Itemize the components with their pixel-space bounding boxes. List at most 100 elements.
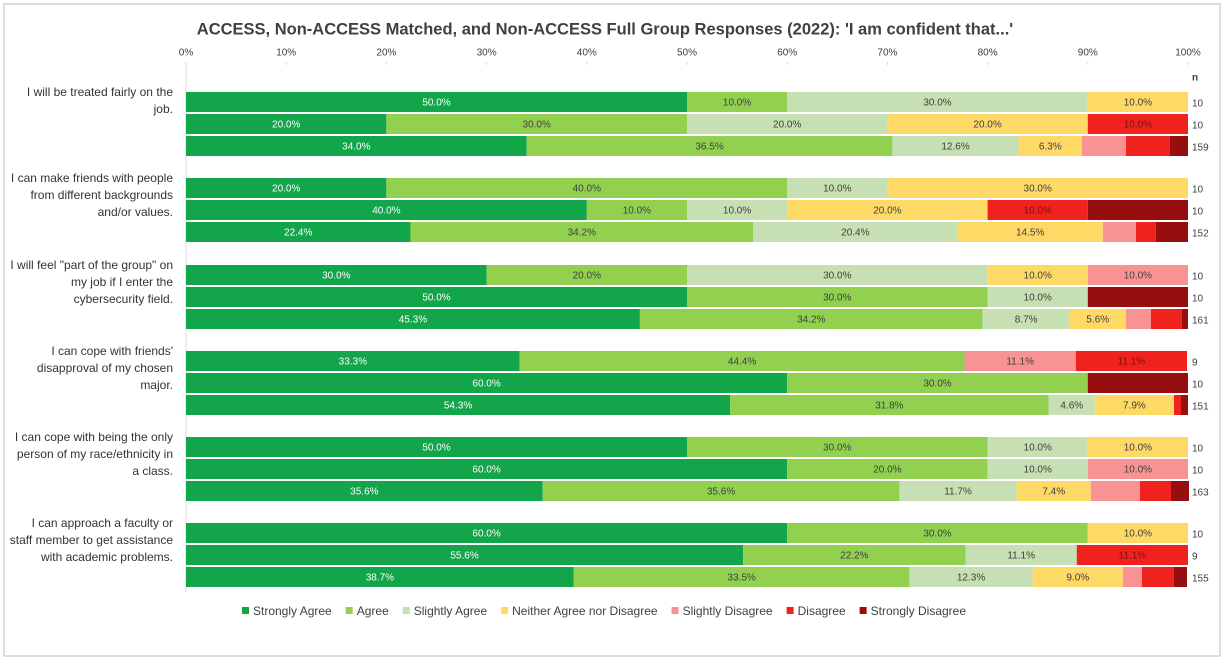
x-tick-label: 30% — [477, 48, 497, 59]
bar-segment — [1087, 200, 1188, 220]
data-label: 8.7% — [1015, 315, 1038, 326]
x-tick-label: 90% — [1078, 48, 1098, 59]
chart-title: ACCESS, Non-ACCESS Matched, and Non-ACCE… — [197, 20, 1014, 38]
n-label: 10 — [1192, 380, 1204, 391]
data-label: 14.5% — [1016, 228, 1044, 239]
data-label: 6.3% — [1039, 142, 1062, 153]
bar-segment — [909, 567, 1033, 587]
bar-segment — [1076, 545, 1188, 565]
bar-segment — [1087, 287, 1188, 307]
data-label: 55.6% — [450, 551, 478, 562]
bar-segment — [1087, 114, 1188, 134]
legend-label: Neither Agree nor Disagree — [512, 604, 658, 618]
bar-segment — [687, 265, 988, 285]
legend-swatch — [242, 607, 249, 614]
n-label: 163 — [1192, 488, 1209, 499]
category-label: I will be treated fairly on the job. — [26, 85, 173, 116]
data-label: 20.0% — [773, 120, 801, 131]
data-label: 10.0% — [1124, 98, 1152, 109]
bar-segment — [186, 351, 520, 371]
x-tick-label: 100% — [1175, 48, 1201, 59]
data-label: 30.0% — [322, 271, 350, 282]
bar-segment — [186, 265, 487, 285]
bar-segment — [410, 222, 754, 242]
data-label: 20.0% — [973, 120, 1001, 131]
data-label: 22.2% — [840, 551, 868, 562]
data-label: 10.0% — [1024, 465, 1052, 476]
bar-segment — [687, 92, 788, 112]
category-label: I can cope with being the only person of… — [14, 430, 173, 478]
data-label: 4.6% — [1060, 401, 1083, 412]
data-label: 22.4% — [284, 228, 312, 239]
n-label: 10 — [1192, 207, 1204, 218]
bar-segment — [586, 200, 687, 220]
bar-segment — [186, 567, 574, 587]
bar-segment — [957, 222, 1103, 242]
bar-segment — [899, 481, 1017, 501]
n-header: n — [1192, 73, 1198, 84]
legend-swatch — [859, 607, 867, 614]
data-label: 10.0% — [1024, 293, 1052, 304]
data-label: 31.8% — [875, 401, 903, 412]
bar-segment — [1032, 567, 1123, 587]
bar-segment — [1155, 222, 1188, 242]
data-label: 30.0% — [823, 293, 851, 304]
bar-segment — [987, 287, 1088, 307]
bar-segment — [887, 114, 1088, 134]
bar-segment — [687, 437, 988, 457]
bar-segment — [542, 481, 900, 501]
x-tick-label: 20% — [376, 48, 396, 59]
bar-segment — [1141, 567, 1174, 587]
data-label: 50.0% — [422, 443, 450, 454]
legend-label: Strongly Agree — [253, 604, 332, 618]
bar-segment — [186, 222, 411, 242]
data-label: 10.0% — [623, 206, 651, 217]
data-label: 11.1% — [1007, 551, 1035, 562]
n-label: 155 — [1192, 574, 1209, 585]
data-label: 30.0% — [923, 98, 951, 109]
bar-segment — [1173, 567, 1187, 587]
data-label: 30.0% — [523, 120, 551, 131]
legend-label: Slightly Disagree — [683, 604, 773, 618]
data-label: 40.0% — [573, 184, 601, 195]
data-label: 10.0% — [723, 98, 751, 109]
data-label: 11.1% — [1006, 357, 1034, 368]
bar-segment — [1018, 136, 1082, 156]
bar-segment — [1139, 481, 1171, 501]
bar-segment — [987, 200, 1088, 220]
n-label: 152 — [1192, 229, 1209, 240]
x-tick-label: 10% — [276, 48, 296, 59]
legend-label: Slightly Agree — [414, 604, 488, 618]
n-label: 151 — [1192, 402, 1209, 413]
data-label: 60.0% — [472, 529, 500, 540]
data-label: 11.1% — [1119, 551, 1147, 562]
bar-segment — [1075, 351, 1187, 371]
data-label: 30.0% — [923, 529, 951, 540]
n-label: 159 — [1192, 143, 1209, 154]
data-label: 10.0% — [1124, 443, 1152, 454]
bar-segment — [687, 287, 988, 307]
data-label: 33.3% — [339, 357, 367, 368]
data-label: 50.0% — [422, 293, 450, 304]
legend-swatch — [402, 607, 410, 614]
data-label: 54.3% — [444, 401, 472, 412]
data-label: 10.0% — [1124, 465, 1152, 476]
bar-segment — [186, 287, 687, 307]
bar-segment — [1090, 481, 1140, 501]
bar-segment — [1087, 437, 1188, 457]
n-label: 10 — [1192, 466, 1204, 477]
data-label: 12.6% — [941, 142, 969, 153]
data-label: 50.0% — [422, 98, 450, 109]
bar-segment — [1016, 481, 1091, 501]
data-label: 35.6% — [350, 487, 378, 498]
bar-segment — [987, 265, 1088, 285]
bar-segment — [1150, 309, 1182, 329]
n-label: 10 — [1192, 185, 1204, 196]
legend-swatch — [345, 607, 353, 614]
data-label: 5.6% — [1086, 315, 1109, 326]
data-label: 20.0% — [272, 184, 300, 195]
data-label: 60.0% — [472, 379, 500, 390]
n-label: 10 — [1192, 444, 1204, 455]
legend-swatch — [501, 607, 509, 614]
bar-segment — [887, 178, 1188, 198]
